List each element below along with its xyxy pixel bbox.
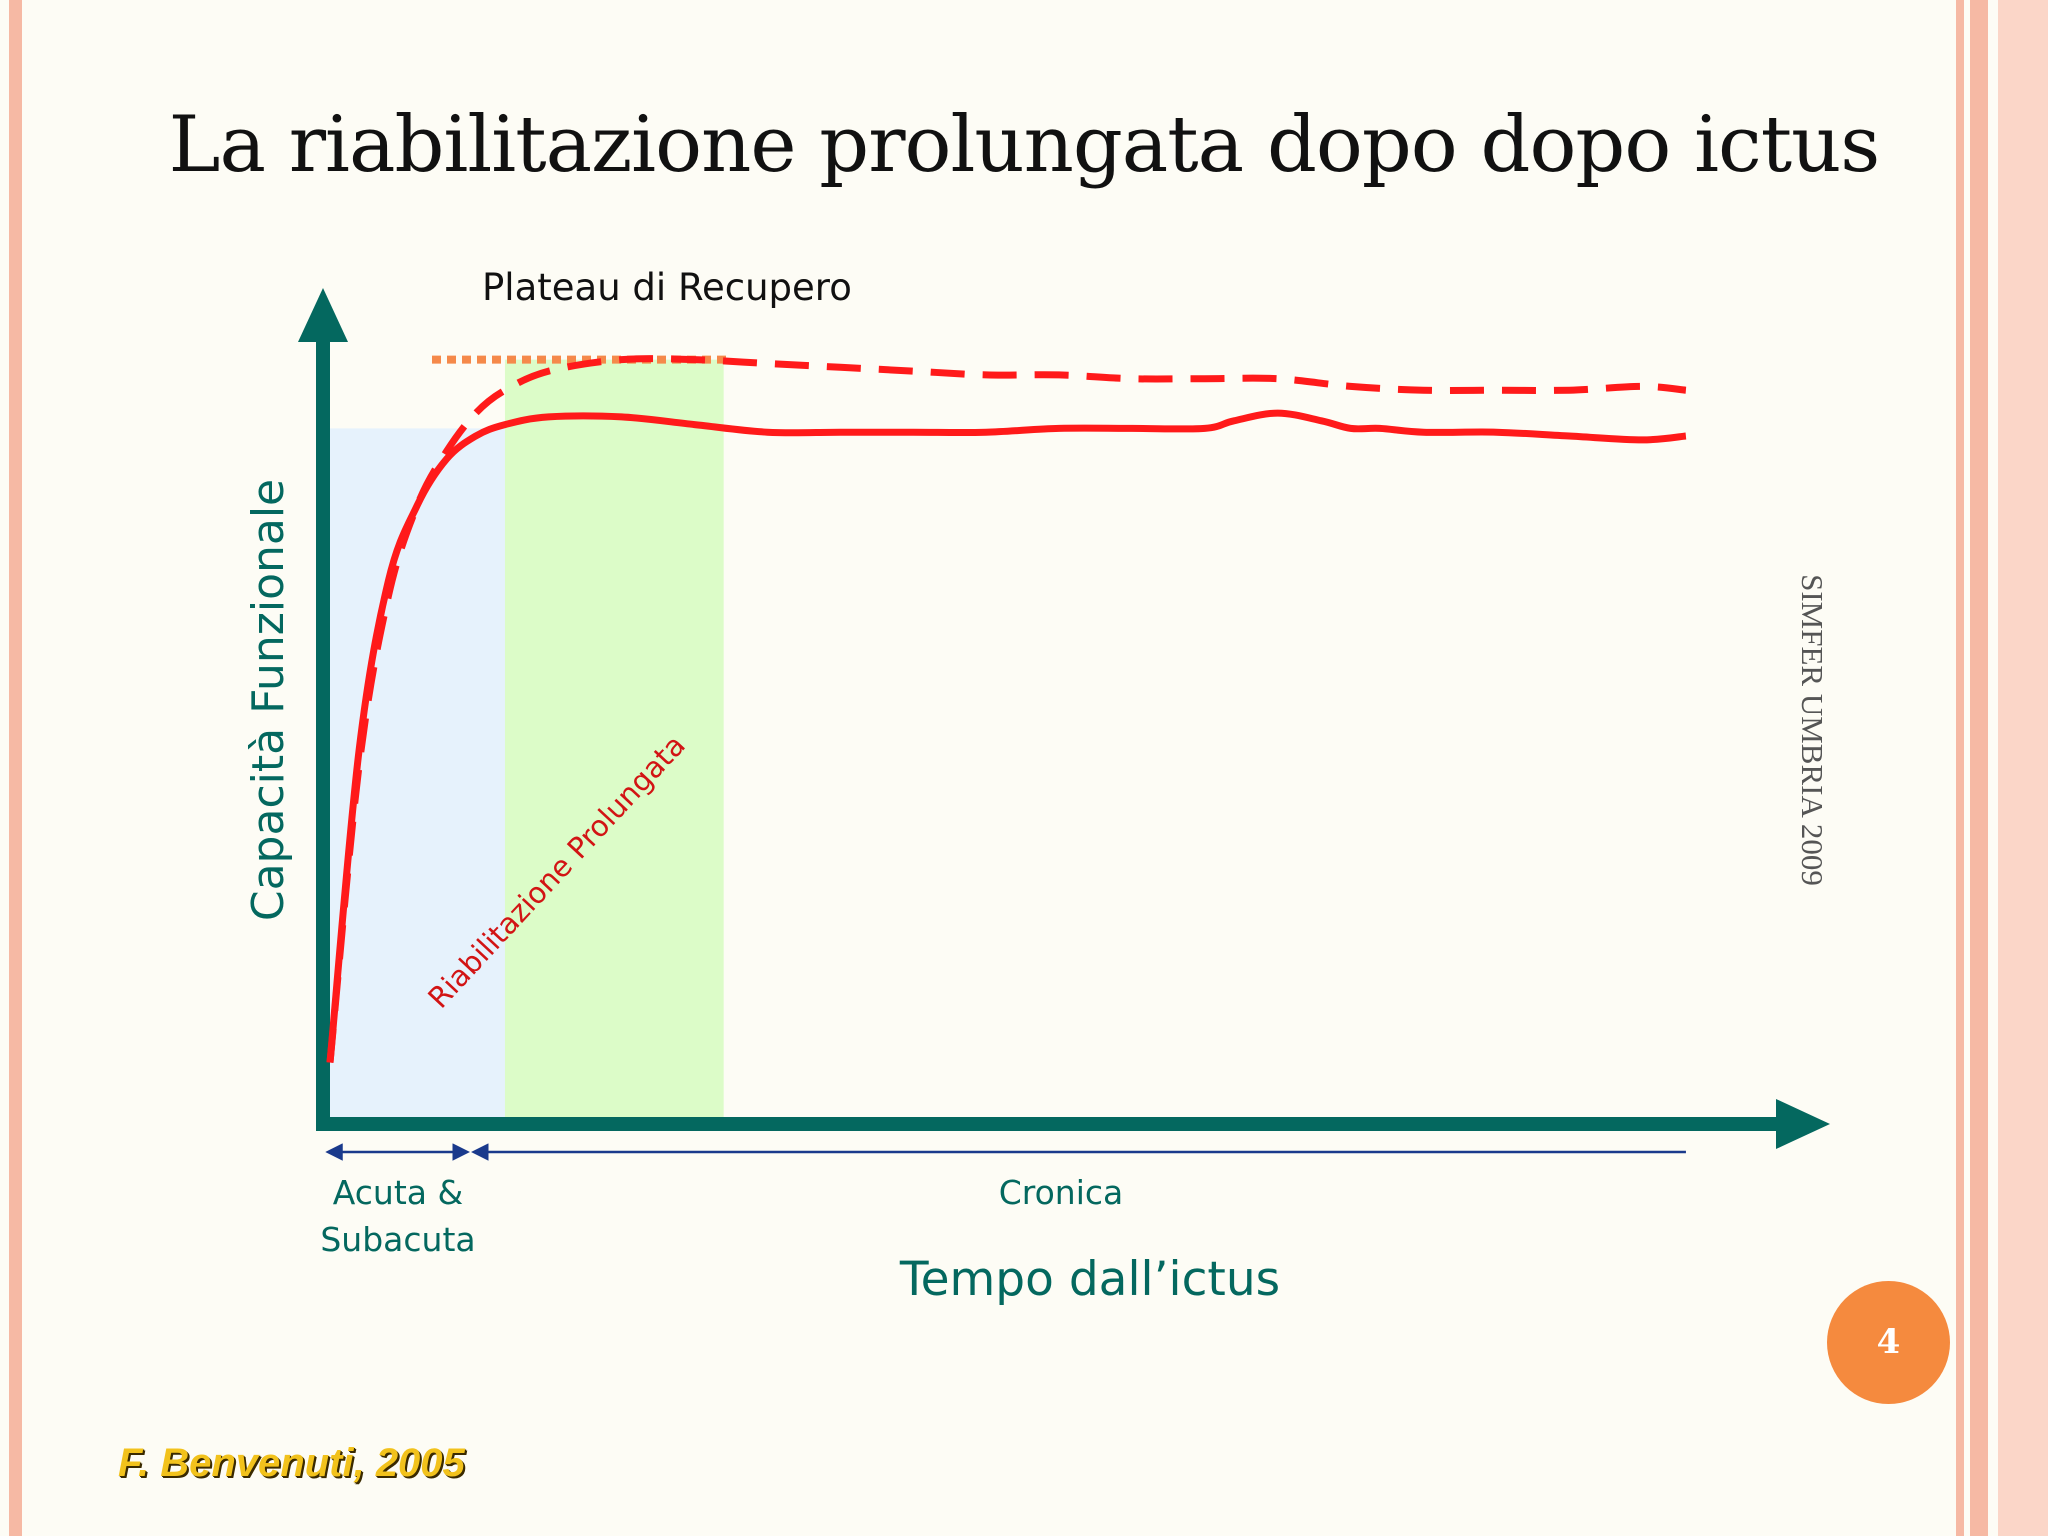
y-axis-arrowhead [298,288,348,342]
curve-solid [326,409,1687,1063]
x-axis-arrowhead [1776,1099,1830,1149]
right-border-stripe-3 [1998,0,2048,1536]
phase-label: Subacuta [320,1220,475,1259]
zone-acute [330,428,535,1118]
right-border-stripe-1 [1956,0,1964,1536]
left-border [0,0,22,1536]
zone-rehab [504,359,724,1118]
slide-title: La riabilitazione prolungata dopo dopo i… [168,100,1881,190]
source-credit: F. Benvenuti, 2005 [118,1441,465,1485]
y-axis-label: Capacità Funzionale [243,479,294,921]
phase-label: Acuta & [333,1173,463,1212]
phase-label: Cronica [999,1173,1124,1212]
page-number-badge: 4 [1827,1281,1950,1404]
right-border [1956,0,2048,1536]
x-axis-label: Tempo dall’ictus [899,1252,1280,1307]
right-border-stripe-2 [1970,0,1988,1536]
conference-label: SIMFER UMBRIA 2009 [1795,574,1830,886]
left-border-stripe [9,0,22,1536]
plateau-label: Plateau di Recupero [482,266,852,309]
curve-dashed [326,355,1687,1063]
